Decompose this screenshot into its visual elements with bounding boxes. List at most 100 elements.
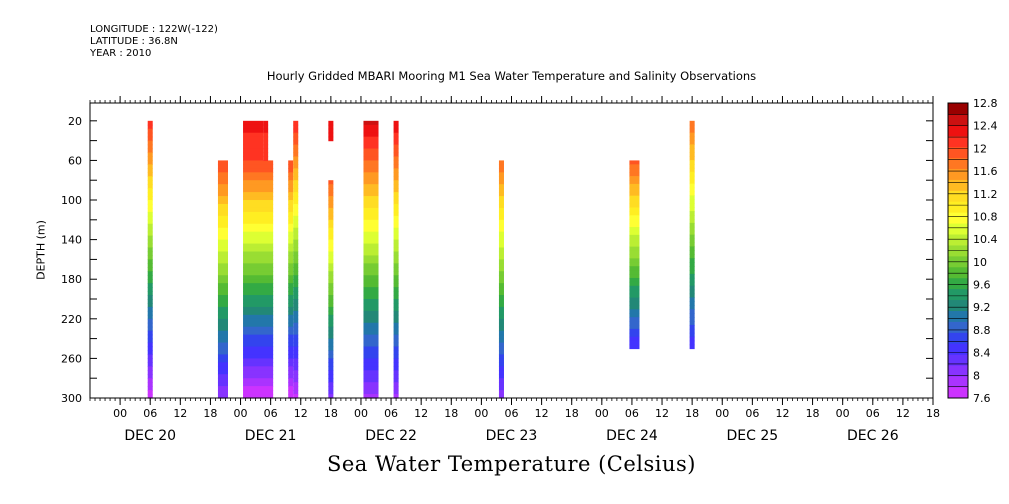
data-cell-col2-band6 [243,144,264,150]
data-cell-col0-band47 [147,306,153,312]
data-cell-col11-band35 [498,299,504,304]
data-cell-col1-band7 [217,188,228,193]
data-cell-col8-band28 [328,291,334,296]
x-tick-label: 06 [264,407,278,420]
data-cell-col5-band34 [288,295,294,300]
data-cell-col5-band35 [288,299,294,304]
data-cell-col12-band16 [629,223,640,228]
data-cell-col12-band17 [629,227,640,232]
data-cell-col0-band28 [147,231,153,237]
data-cell-col13-band32 [689,246,695,251]
data-cell-col3-band12 [243,207,274,213]
colorbar-swatch [948,113,968,126]
data-cell-col1-band17 [217,227,228,233]
data-cell-col0-band43 [147,291,153,296]
data-cell-col8-band46 [328,362,334,367]
data-cell-col11-band47 [498,346,504,352]
colorbar-swatch [948,146,968,159]
data-cell-col11-band49 [498,354,504,359]
data-cell-col10-band42 [393,287,399,292]
data-cell-col3-band20 [243,239,274,245]
data-cell-col3-band5 [243,180,274,185]
data-cell-col10-band15 [393,180,399,185]
colorbar-label: 11.6 [973,165,998,178]
data-cell-col0-band0 [147,120,153,126]
data-cell-col8-band23 [328,271,334,276]
x-day-label: DEC 25 [727,428,779,444]
colorbar-swatch [948,179,968,191]
data-cell-col6-band46 [293,302,299,308]
data-cell-col1-band5 [217,180,228,185]
data-cell-col6-band13 [293,172,299,177]
data-cell-col12-band42 [629,324,640,330]
data-cell-col0-band59 [147,354,153,359]
data-cell-col10-band4 [393,136,399,142]
data-cell-col10-band65 [393,378,399,383]
data-cell-col6-band41 [293,283,299,288]
data-cell-col9-band39 [363,275,379,280]
data-cell-col0-band4 [147,136,153,142]
data-cell-col13-band16 [689,183,695,189]
data-cell-col0-band35 [147,259,153,264]
data-cell-col13-band10 [689,160,695,165]
x-tick-label: 12 [775,407,789,420]
data-cell-col1-band38 [217,310,228,316]
data-cell-col10-band21 [393,203,399,209]
data-cell-col6-band1 [293,124,299,130]
data-cell-col10-band0 [393,120,399,126]
data-cell-col10-band12 [393,168,399,173]
data-cell-col1-band55 [217,378,228,383]
data-cell-col9-band17 [363,188,379,193]
data-cell-col12-band11 [629,203,640,209]
data-cell-col1-band10 [217,200,228,205]
data-cell-col5-band11 [288,203,294,209]
data-cell-col13-band36 [689,262,695,267]
data-cell-col9-band64 [363,374,379,379]
data-cell-col13-band13 [689,171,695,177]
data-cell-col6-band62 [293,366,299,371]
data-cell-col9-band21 [363,203,379,209]
data-cell-col4-band4 [263,136,269,142]
data-cell-col13-band54 [689,332,695,338]
data-cell-col11-band52 [498,366,504,371]
data-cell-col0-band29 [147,235,153,241]
data-cell-col11-band55 [498,378,504,383]
data-cell-col3-band46 [243,342,274,348]
x-tick-label: 12 [655,407,669,420]
colorbar-label: 8.4 [973,347,991,360]
data-cell-col12-band1 [629,164,640,169]
x-day-label: DEC 26 [847,428,899,444]
data-cell-col12-band14 [629,215,640,220]
data-cell-col5-band54 [288,374,294,379]
data-cell-col12-band31 [629,281,640,287]
data-cell-col13-band9 [689,156,695,161]
data-cell-col11-band0 [498,160,504,165]
data-cell-col11-band28 [498,271,504,276]
data-cell-col7-band3 [328,132,334,138]
data-cell-col11-band22 [498,247,504,253]
data-cell-col3-band30 [243,279,274,284]
data-cell-col12-band26 [629,262,640,267]
data-cell-col3-band4 [243,176,274,181]
data-cell-col8-band12 [328,227,334,233]
data-cell-col9-band12 [363,168,379,173]
data-cell-col9-band37 [363,267,379,272]
data-cell-col10-band17 [393,188,399,193]
data-cell-col9-band58 [363,350,379,356]
colorbar-swatch [948,354,968,366]
data-cell-col8-band20 [328,259,334,264]
x-tick-label: 00 [113,407,127,420]
data-cell-col1-band43 [217,330,228,336]
data-cell-col1-band54 [217,374,228,379]
data-cell-col9-band30 [363,239,379,245]
data-cell-col9-band43 [363,291,379,296]
data-cell-col12-band37 [629,305,640,310]
data-cell-col12-band41 [629,321,640,326]
data-cell-col1-band28 [217,271,228,276]
data-cell-col1-band50 [217,358,228,363]
data-cell-col4-band0 [263,120,269,126]
data-cell-col12-band5 [629,180,640,185]
data-cell-col8-band29 [328,295,334,300]
data-cell-col2-band3 [243,132,264,138]
data-cell-col13-band18 [689,191,695,197]
